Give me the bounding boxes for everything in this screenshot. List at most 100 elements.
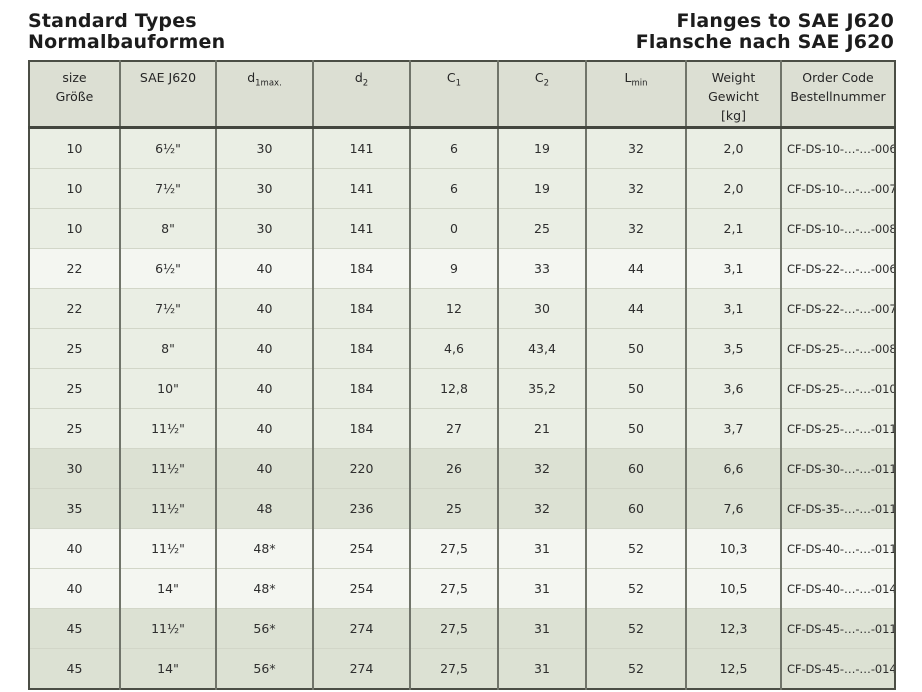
cell-code: CF-DS-40-…-…-011 — [780, 528, 895, 569]
cell-d2: 141 — [312, 208, 410, 249]
table-body: 10 6½" 30 141 6 19 32 2,0 CF-DS-10-…-…-006 10 7½" 3… — [29, 127, 895, 689]
cell-c1: 9 — [409, 248, 498, 289]
cell-weight: 3,6 — [685, 368, 781, 409]
cell-sae: 7½" — [119, 168, 216, 209]
cell-code: CF-DS-35-…-…-011 — [780, 488, 895, 529]
cell-d1: 30 — [215, 208, 313, 249]
cell-code: CF-DS-22-…-…-006 — [780, 248, 895, 289]
cell-size: 45 — [29, 608, 120, 649]
cell-weight: 3,5 — [685, 328, 781, 369]
cell-size: 40 — [29, 528, 120, 569]
cell-d1: 30 — [215, 127, 313, 169]
cell-d1: 56* — [215, 608, 313, 649]
cell-size: 30 — [29, 448, 120, 489]
cell-d1: 40 — [215, 328, 313, 369]
cell-c1: 4,6 — [409, 328, 498, 369]
cell-weight: 3,1 — [685, 288, 781, 329]
cell-lmin: 44 — [585, 248, 686, 289]
table-row: 10 7½" 30 141 6 19 32 2,0 CF-DS-10-…-…-007 — [29, 168, 895, 209]
cell-lmin: 52 — [585, 528, 686, 569]
cell-weight: 3,1 — [685, 248, 781, 289]
cell-size: 25 — [29, 328, 120, 369]
cell-c1: 26 — [409, 448, 498, 489]
cell-c1: 12,8 — [409, 368, 498, 409]
table-row: 40 14" 48* 254 27,5 31 52 10,5 CF-DS-40-…-…-014 — [29, 568, 895, 609]
cell-lmin: 32 — [585, 127, 686, 169]
cell-sae: 11½" — [119, 448, 216, 489]
column-header-line: Größe — [55, 89, 94, 104]
cell-weight: 2,1 — [685, 208, 781, 249]
cell-sae: 6½" — [119, 127, 216, 169]
cell-lmin: 32 — [585, 208, 686, 249]
column-header-line: Bestellnummer — [790, 89, 886, 104]
column-header-line: Gewicht — [708, 89, 759, 104]
column-header-line: SAE J620 — [139, 70, 197, 85]
table-row: 25 11½" 40 184 27 21 50 3,7 CF-DS-25-…-…-011 — [29, 408, 895, 449]
column-header-line: [kg] — [721, 108, 746, 123]
cell-sae: 7½" — [119, 288, 216, 329]
cell-c1: 6 — [409, 168, 498, 209]
cell-c2: 31 — [497, 608, 586, 649]
cell-d2: 220 — [312, 448, 410, 489]
column-header-symbol: C — [446, 70, 456, 85]
table-row: 10 8" 30 141 0 25 32 2,1 CF-DS-10-…-…-008 — [29, 208, 895, 249]
cell-d1: 40 — [215, 408, 313, 449]
cell-lmin: 52 — [585, 648, 686, 689]
column-header-symbol: d — [247, 70, 256, 85]
cell-c1: 12 — [409, 288, 498, 329]
cell-c2: 35,2 — [497, 368, 586, 409]
column-header-subscript: 1max. — [255, 78, 282, 89]
cell-size: 10 — [29, 168, 120, 209]
cell-c2: 21 — [497, 408, 586, 449]
cell-lmin: 60 — [585, 488, 686, 529]
cell-size: 10 — [66, 141, 83, 156]
column-header-c2: C2 — [497, 61, 586, 129]
cell-d2: 141 — [312, 127, 410, 169]
cell-c2: 32 — [497, 448, 586, 489]
column-header-subscript: 1 — [455, 78, 462, 89]
column-header-size: size Größe — [29, 61, 120, 129]
cell-c1: 6 — [409, 127, 498, 169]
table-row: 45 14" 56* 274 27,5 31 52 12,5 CF-DS-45-…-…-014 — [29, 648, 895, 689]
column-header-symbol: C — [534, 70, 544, 85]
cell-c1: 27,5 — [409, 608, 498, 649]
cell-sae: 11½" — [119, 408, 216, 449]
cell-code: CF-DS-25-…-…-008 — [780, 328, 895, 369]
cell-size: 45 — [29, 648, 120, 689]
cell-sae: 10" — [119, 368, 216, 409]
cell-weight: 12,3 — [685, 608, 781, 649]
table-row: 10 6½" 30 141 6 19 32 2,0 CF-DS-10-…-…-006 — [29, 127, 895, 169]
header-row: size Größe SAE J620 d1max. d2 C1 C2 Lmin Weight G… — [29, 61, 895, 129]
cell-size: 10 — [29, 208, 120, 249]
cell-code: CF-DS-10-…-…-006 — [780, 127, 895, 169]
cell-weight: 12,5 — [685, 648, 781, 689]
column-header-line: Order Code — [802, 70, 874, 85]
column-header-c1: C1 — [409, 61, 498, 129]
title-flanges-sae: Flanges to SAE J620 — [676, 10, 894, 32]
cell-c2: 32 — [497, 488, 586, 529]
title-standard-types: Standard Types — [28, 10, 197, 32]
cell-d2: 236 — [312, 488, 410, 529]
column-header-line: size — [62, 70, 87, 85]
column-header-subscript: min — [631, 78, 648, 89]
cell-sae: 11½" — [119, 488, 216, 529]
cell-d1: 48 — [215, 488, 313, 529]
table-row: 22 6½" 40 184 9 33 44 3,1 CF-DS-22-…-…-006 — [29, 248, 895, 289]
cell-code: CF-DS-25-…-…-010 — [780, 368, 895, 409]
cell-code: CF-DS-25-…-…-011 — [780, 408, 895, 449]
cell-d2: 184 — [312, 408, 410, 449]
cell-weight: 10,3 — [685, 528, 781, 569]
cell-weight: 6,6 — [685, 448, 781, 489]
cell-sae: 8" — [119, 208, 216, 249]
cell-d2: 184 — [312, 288, 410, 329]
column-header-weight: Weight Gewicht [kg] — [685, 61, 781, 129]
column-header-lmin: Lmin — [585, 61, 686, 129]
cell-sae: 11½" — [119, 608, 216, 649]
cell-c1: 27,5 — [409, 648, 498, 689]
cell-c2: 31 — [497, 568, 586, 609]
cell-sae: 6½" — [119, 248, 216, 289]
cell-weight: 2,0 — [685, 127, 781, 169]
column-header-d1: d1max. — [215, 61, 313, 129]
cell-size: 22 — [29, 288, 120, 329]
column-header-code: Order Code Bestellnummer — [780, 61, 895, 129]
